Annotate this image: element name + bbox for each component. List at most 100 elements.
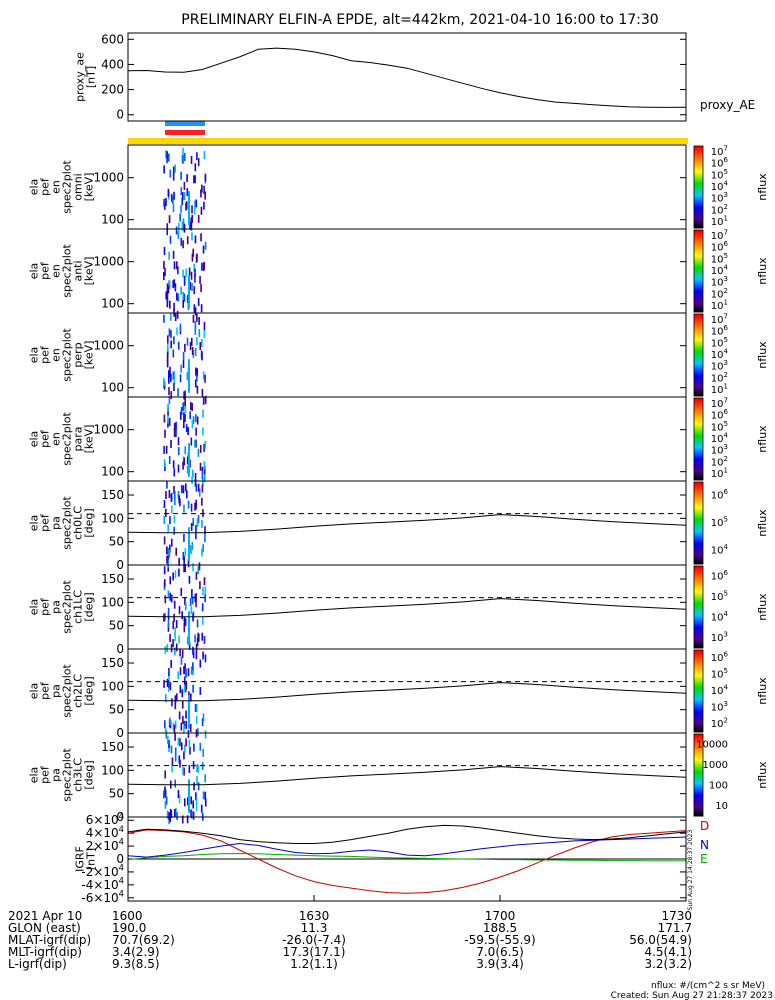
colorbar-step <box>694 457 703 460</box>
colorbar-tick: 104 <box>711 543 729 557</box>
panel-frame <box>127 312 687 398</box>
footer-value: 17.3(17.1) <box>283 945 346 959</box>
spectrogram-cell <box>168 370 170 379</box>
spectrogram-cell <box>196 313 198 322</box>
spectrogram-cell <box>172 204 175 213</box>
panel-ch3LC: elapefpaspec2plotch3LC[deg]0501001501010… <box>28 732 769 825</box>
colorbar-step <box>694 301 703 305</box>
colorbar-step <box>694 686 703 690</box>
colorbar-step <box>694 184 703 188</box>
spectrogram-cell <box>173 376 176 385</box>
spectrogram-cell <box>180 187 183 196</box>
ylabel-IGRF: IGRF[nT] <box>74 846 98 872</box>
spectrogram-cell <box>204 586 207 595</box>
spectrogram-cell <box>182 461 184 470</box>
colorbar-step <box>694 756 703 760</box>
spectrogram-cell <box>195 427 197 436</box>
spectrogram-cell <box>163 579 166 588</box>
spectrogram-cell <box>194 379 197 388</box>
colorbar-step <box>694 291 703 295</box>
spectrogram-cell <box>184 483 187 492</box>
ytick-label: 100 <box>101 679 124 693</box>
spectrogram-cell <box>173 383 175 392</box>
colorbar-step <box>694 584 703 587</box>
colorbar-step <box>694 422 703 426</box>
colorbar-tick: 104 <box>711 180 729 194</box>
colorbar-step <box>694 629 703 633</box>
spectrogram-cell <box>192 469 194 478</box>
spectrogram-cell <box>185 681 188 690</box>
colorbar-frame <box>693 565 704 649</box>
spectrogram-cell <box>197 514 200 523</box>
colorbar-tick: 103 <box>711 359 728 373</box>
colorbar-step <box>694 303 703 307</box>
ytick-label: -2×104 <box>81 863 124 879</box>
spectrogram-cell <box>183 624 186 633</box>
colorbar-step <box>694 381 703 385</box>
spectrogram-cell <box>177 491 180 500</box>
ytick-label: 100 <box>101 465 124 479</box>
colorbar-step <box>694 453 703 456</box>
spectrogram-cell <box>191 232 193 241</box>
spectrogram-cell <box>166 644 169 653</box>
colorbar-step <box>694 443 703 446</box>
spectrogram-cell <box>188 267 191 276</box>
spectrogram-cell <box>184 404 187 413</box>
spectrogram-cell <box>197 566 200 575</box>
colorbar-step <box>694 777 703 780</box>
spectrogram-cell <box>191 810 193 819</box>
colorbar-tick: 105 <box>711 516 728 530</box>
spectrogram-cell <box>164 429 166 438</box>
colorbar-step <box>694 404 703 407</box>
loss-cone-line <box>127 766 687 786</box>
spectrogram-cell <box>204 791 207 800</box>
spectrogram-cell <box>204 374 206 383</box>
spectrogram-cell <box>169 576 172 585</box>
spectrogram-cell <box>165 491 167 500</box>
spectrogram-cell <box>169 366 171 375</box>
spectrogram-cell <box>173 428 176 437</box>
colorbar-tick: 103 <box>711 443 728 457</box>
colorbar-step <box>694 254 703 258</box>
colorbar-step <box>694 156 703 159</box>
spectrogram-cell <box>177 737 180 746</box>
spectrogram-cell <box>182 766 184 775</box>
spectrogram-cell <box>194 268 196 277</box>
colorbar-step <box>694 602 703 606</box>
spectrogram-cell <box>195 199 198 208</box>
spectrogram-cell <box>190 796 193 805</box>
colorbar-step <box>694 473 703 477</box>
colorbar-tick: 1000 <box>703 760 728 771</box>
spectrogram-cell <box>201 519 203 528</box>
panel-frame <box>127 32 687 122</box>
panel-IGRF: IGRF[nT]-6×104-4×104-2×10402×1044×1046×1… <box>74 811 710 905</box>
colorbar-step <box>694 238 703 241</box>
orbit-footer: 2021 Apr 10 1600 1630 1700 1730 GLON (east) 19… <box>8 909 692 971</box>
colorbar-step <box>694 789 703 792</box>
spectrogram-cell <box>167 590 170 599</box>
colorbar-step <box>694 160 703 163</box>
colorbar-step <box>694 293 703 297</box>
spectrogram-cell <box>170 373 172 382</box>
spectrogram-cell <box>195 797 198 806</box>
colorbar-step <box>694 670 703 674</box>
ytick-label: 100 <box>101 213 124 227</box>
spectrogram-cell <box>194 307 197 316</box>
colorbar-step <box>694 459 703 463</box>
colorbar-tick: 106 <box>711 488 729 502</box>
colorbar-step <box>694 568 703 571</box>
colorbar-label: nflux <box>756 761 769 789</box>
colorbar-step <box>694 543 703 547</box>
colorbar-step <box>694 252 703 256</box>
spectrogram-cell <box>193 206 196 215</box>
panel-frame <box>127 144 687 230</box>
spectrogram-cell <box>177 437 180 446</box>
colorbar-step <box>694 455 703 458</box>
spectrogram-cell <box>180 364 182 373</box>
panel-omni: elapefenspec2plotomni[keV]10010001011021… <box>28 144 769 236</box>
colorbar-step <box>694 166 703 170</box>
spectrogram-cell <box>184 618 187 627</box>
spectrogram-cell <box>192 248 195 257</box>
spectrogram-cell <box>177 341 180 350</box>
spectrogram-cell <box>168 281 171 290</box>
